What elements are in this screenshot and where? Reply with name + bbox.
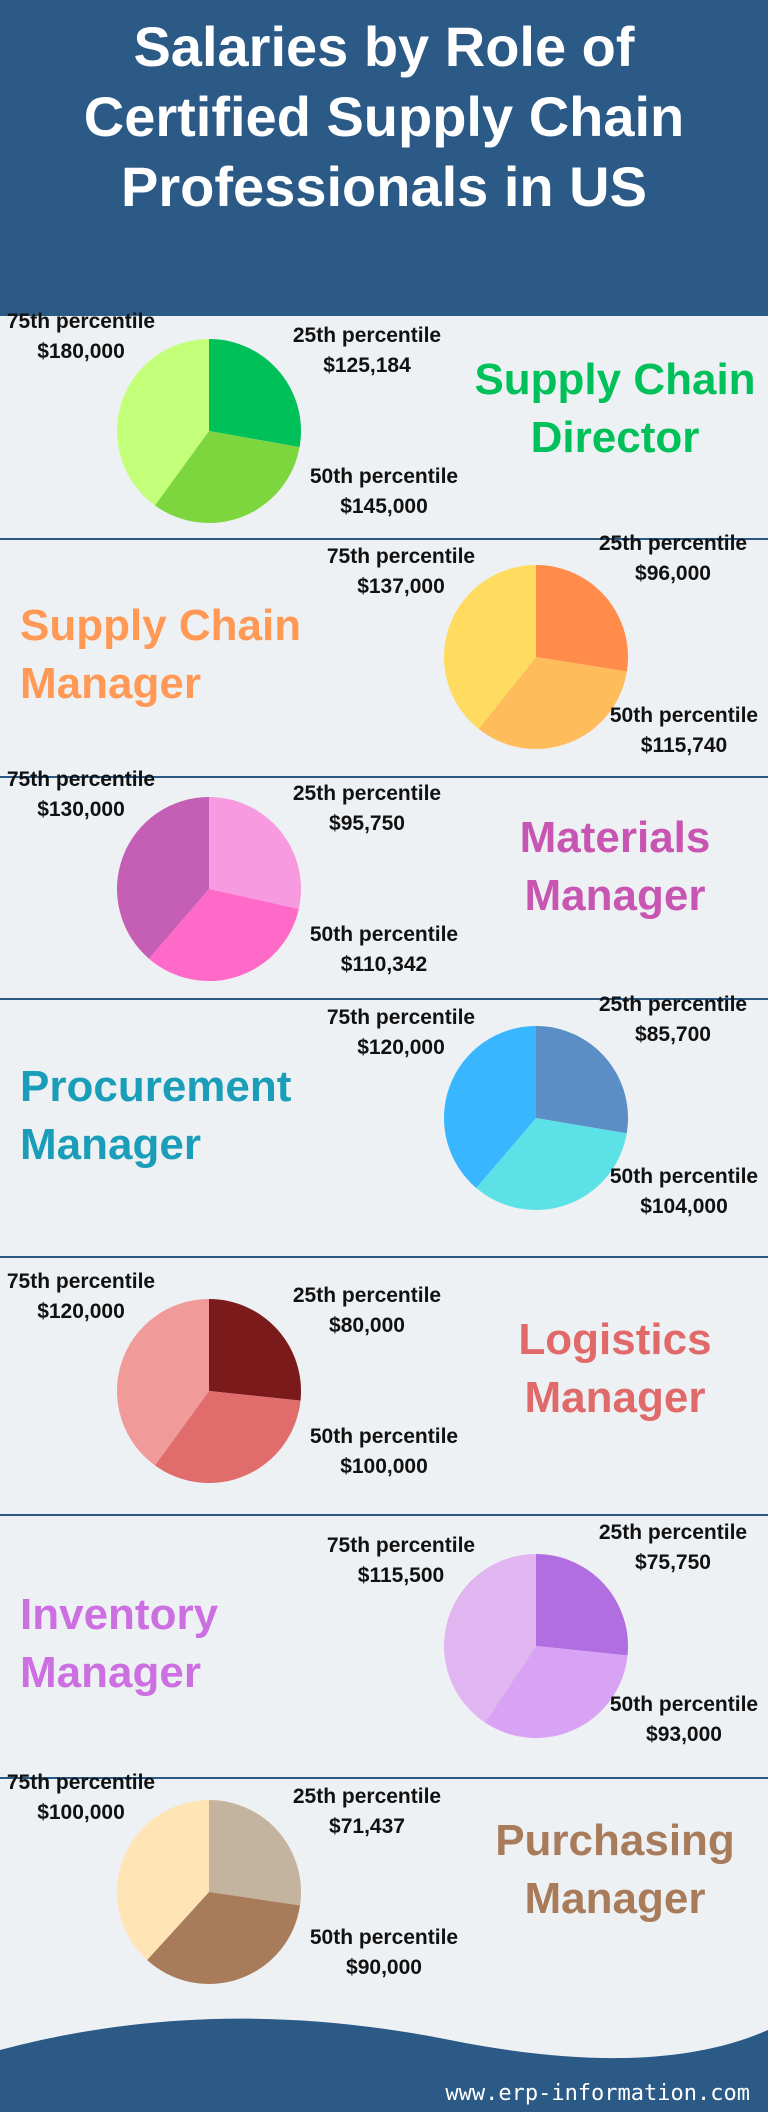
slice-value: $115,740 [640,734,728,757]
pie-slice [484,1646,628,1739]
pie-slice [476,1118,627,1211]
slice-value: $137,000 [357,575,445,598]
slice-value: $95,750 [329,812,405,835]
pie-slice [154,431,300,524]
slice-value: $85,700 [635,1023,711,1046]
pie-slice [209,339,301,448]
footer-wave [0,2018,768,2112]
slice-category: 75th percentile [6,768,156,791]
slice-value: $120,000 [37,1300,125,1323]
pie-slice [536,565,628,672]
slice-category: 50th percentile [309,465,459,488]
slice-category: 50th percentile [609,1693,759,1716]
slice-value: $145,000 [340,495,428,518]
slice-category: 25th percentile [598,993,748,1016]
slice-category: 50th percentile [309,1425,459,1448]
pie-slice [536,1026,628,1134]
slice-category: 25th percentile [292,1284,442,1307]
slice-category: 25th percentile [598,1521,748,1544]
slice-category: 50th percentile [309,923,459,946]
slice-value: $110,342 [340,953,428,976]
slice-category: 75th percentile [326,545,476,568]
pie-slice [117,797,209,959]
slice-value: $80,000 [329,1314,405,1337]
pie-slice [147,1892,301,1984]
slice-category: 75th percentile [6,1771,156,1794]
chart-title: Logistics Manager [518,1315,712,1422]
slice-category: 75th percentile [6,310,156,333]
slice-value: $100,000 [37,1801,125,1824]
slice-category: 50th percentile [609,704,759,727]
slice-value: $104,000 [640,1195,728,1218]
slice-category: 50th percentile [609,1165,759,1188]
slice-category: 25th percentile [292,324,442,347]
slice-category: 75th percentile [326,1006,476,1029]
pie-slice [116,1299,209,1466]
pie-slice [154,1391,301,1483]
pie-slice [536,1554,629,1656]
slice-value: $93,000 [646,1723,722,1746]
pie-slice [209,797,301,910]
chart-title: Purchasing Manager [495,1816,735,1923]
pie-slice [116,1800,209,1961]
pie-slice [443,1026,536,1188]
pie-slice [209,1800,301,1906]
footer-url: www.erp-information.com [445,2081,750,2106]
page-title: Salaries by Role of Certified Supply Cha… [83,15,685,218]
pie-slice [148,889,299,981]
slice-value: $180,000 [37,340,125,363]
pie-slice [478,657,627,750]
slice-value: $100,000 [340,1455,428,1478]
slice-category: 25th percentile [292,1785,442,1808]
chart-title: Supply Chain Manager [20,601,302,708]
slice-value: $90,000 [346,1956,422,1979]
slice-value: $130,000 [37,798,125,821]
slice-value: $125,184 [323,354,411,377]
slice-category: 25th percentile [292,782,442,805]
slice-value: $75,750 [635,1551,711,1574]
slice-category: 75th percentile [326,1534,476,1557]
slice-value: $96,000 [635,562,711,585]
slice-category: 75th percentile [6,1270,156,1293]
chart-title: Supply Chain Director [474,355,756,462]
slice-value: $120,000 [357,1036,445,1059]
slice-value: $71,437 [329,1815,405,1838]
chart-title: Procurement Manager [20,1062,292,1169]
slice-category: 50th percentile [309,1926,459,1949]
pie-slice [444,565,536,729]
chart-title: Materials Manager [519,813,711,920]
slice-category: 25th percentile [598,532,748,555]
header: Salaries by Role of Certified Supply Cha… [0,0,768,316]
chart-title: Inventory Manager [20,1590,219,1697]
slice-value: $115,500 [357,1564,445,1587]
pie-slice [117,339,209,506]
pie-slice [443,1553,536,1723]
pie-slice [209,1299,301,1401]
